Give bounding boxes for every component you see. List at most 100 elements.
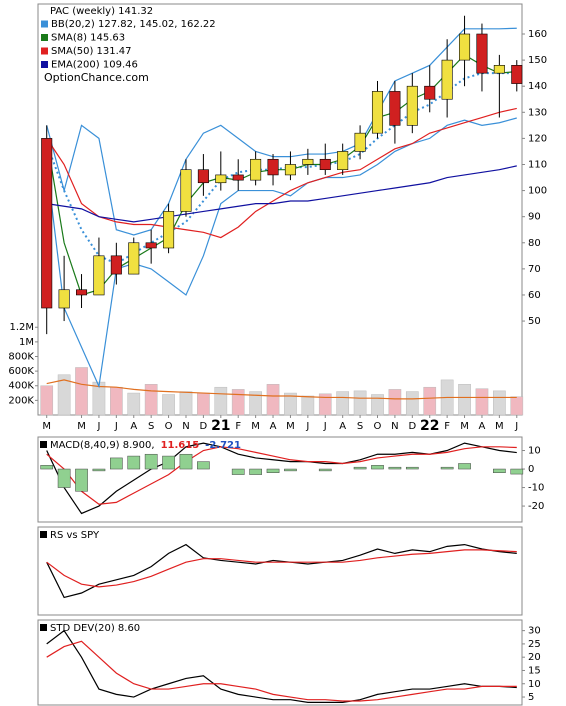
candle-body bbox=[424, 85, 436, 100]
x-tick-label: M bbox=[286, 421, 295, 432]
bb-middle-line bbox=[45, 72, 517, 265]
candle-body bbox=[41, 138, 53, 309]
bb-upper-line bbox=[46, 27, 517, 236]
y-tick-label: 0 bbox=[528, 464, 534, 475]
y-tick-label: 50 bbox=[528, 316, 541, 327]
histogram-bar bbox=[179, 453, 193, 470]
x-tick-label: S bbox=[148, 421, 154, 432]
histogram-bar bbox=[40, 465, 54, 470]
legend-marker bbox=[41, 34, 48, 41]
volume-average-line bbox=[46, 379, 517, 400]
histogram-bar bbox=[266, 468, 280, 473]
legend-label: EMA(200) 109.46 bbox=[51, 60, 138, 71]
legend-label: 11.615 bbox=[161, 440, 200, 451]
y-tick-label: 20 bbox=[528, 652, 541, 663]
y-tick-label: 150 bbox=[528, 55, 547, 66]
x-tick-label: M bbox=[42, 421, 51, 432]
histogram-bar bbox=[458, 463, 471, 470]
panel-frame bbox=[37, 619, 523, 706]
volume-bar bbox=[458, 384, 471, 416]
y-tick-label: 100 bbox=[528, 186, 547, 197]
x-tick-label: D bbox=[200, 421, 208, 432]
chart-title: PAC (weekly) 141.32 bbox=[50, 6, 153, 17]
panel-frame bbox=[37, 526, 523, 616]
volume-bar bbox=[57, 374, 71, 416]
volume-bar bbox=[510, 396, 524, 416]
legend-marker bbox=[41, 61, 48, 68]
histogram-bar bbox=[57, 468, 71, 488]
x-tick-label: J bbox=[305, 421, 309, 432]
legend-label: MACD(8,40,9) 8.900, bbox=[50, 440, 155, 451]
histogram-bar bbox=[75, 468, 88, 492]
y-tick-label: 80 bbox=[528, 238, 541, 249]
legend-marker bbox=[41, 47, 48, 55]
x-tick-label: J bbox=[96, 421, 100, 432]
y-tick-label: 60 bbox=[528, 290, 541, 301]
x-tick-label: A bbox=[339, 421, 346, 432]
panel-title: RS vs SPY bbox=[50, 530, 100, 541]
volume-bar bbox=[353, 390, 367, 416]
y-tick-label: 10 bbox=[528, 446, 541, 457]
x-tick-label: S bbox=[357, 421, 363, 432]
volume-tick-label: 1M bbox=[19, 337, 34, 348]
candle-body bbox=[493, 65, 505, 74]
volume-bar bbox=[336, 391, 350, 416]
candle-body bbox=[163, 211, 175, 249]
x-tick-label: M bbox=[251, 421, 260, 432]
y-tick-label: 25 bbox=[528, 639, 541, 650]
y-tick-label: 140 bbox=[528, 81, 547, 92]
histogram-bar bbox=[110, 457, 123, 470]
x-tick-label: O bbox=[165, 421, 173, 432]
legend-marker bbox=[41, 20, 48, 28]
legend-label: SMA(50) 131.47 bbox=[51, 46, 132, 57]
candle-body bbox=[389, 91, 401, 126]
macd-line bbox=[46, 446, 517, 505]
legend-marker bbox=[40, 624, 47, 631]
candle-body bbox=[441, 59, 453, 100]
volume-tick-label: 400K bbox=[8, 381, 34, 392]
x-tick-label: 21 bbox=[211, 418, 230, 434]
x-tick-label: F bbox=[235, 421, 241, 432]
volume-bar bbox=[231, 389, 245, 416]
x-tick-label: F bbox=[444, 421, 450, 432]
volume-bar bbox=[144, 384, 158, 416]
x-tick-label: O bbox=[374, 421, 382, 432]
watermark: OptionChance.com bbox=[44, 71, 149, 84]
candle-body bbox=[110, 255, 122, 275]
histogram-bar bbox=[353, 466, 367, 470]
histogram-bar bbox=[162, 455, 175, 470]
histogram-bar bbox=[249, 468, 262, 475]
histogram-bar bbox=[284, 468, 297, 472]
y-tick-label: 130 bbox=[528, 107, 547, 118]
legend-label: BB(20,2) 127.82, 145.02, 162.22 bbox=[51, 19, 216, 30]
candle-body bbox=[93, 255, 105, 296]
x-tick-label: N bbox=[391, 421, 398, 432]
x-tick-label: A bbox=[270, 421, 277, 432]
y-tick-label: 30 bbox=[528, 626, 541, 637]
volume-tick-label: 200K bbox=[8, 395, 34, 406]
y-tick-label: 90 bbox=[528, 212, 541, 223]
volume-bar bbox=[405, 391, 419, 416]
candle-body bbox=[337, 151, 349, 171]
panel-title: STD DEV(20) 8.60 bbox=[50, 623, 140, 634]
legend-label: SMA(8) 145.63 bbox=[51, 33, 125, 44]
volume-bar bbox=[493, 390, 506, 416]
y-tick-label: 110 bbox=[528, 159, 547, 170]
y-tick-label: 160 bbox=[528, 29, 547, 40]
volume-bar bbox=[197, 392, 210, 416]
candle-body bbox=[58, 289, 70, 309]
x-tick-label: M bbox=[77, 421, 86, 432]
x-tick-label: M bbox=[460, 421, 469, 432]
x-tick-label: J bbox=[323, 421, 327, 432]
candle-body bbox=[476, 33, 488, 74]
indicator-line bbox=[46, 629, 517, 703]
y-tick-label: 5 bbox=[528, 692, 534, 703]
volume-bar bbox=[266, 384, 280, 416]
candle-body bbox=[128, 242, 140, 275]
histogram-bar bbox=[440, 466, 454, 470]
histogram-bar bbox=[197, 461, 210, 470]
histogram-bar bbox=[92, 468, 106, 472]
y-tick-label: 15 bbox=[528, 665, 541, 676]
x-tick-label: N bbox=[182, 421, 189, 432]
